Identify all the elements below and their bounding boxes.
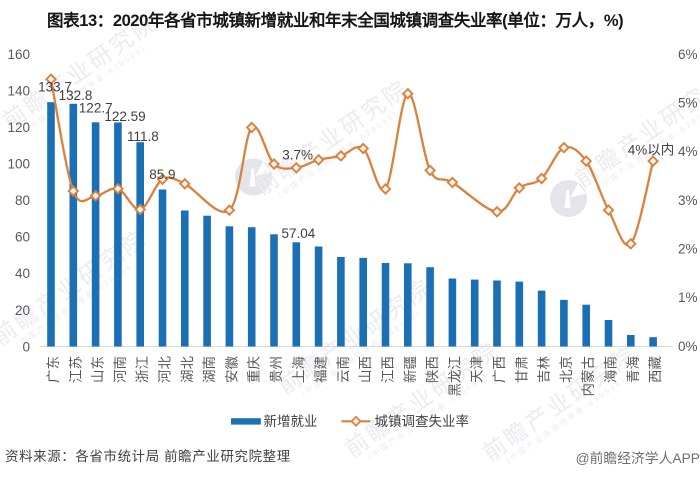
svg-text:贵州: 贵州 [269, 356, 284, 383]
svg-text:资料来源：各省市统计局 前瞻产业研究院整理: 资料来源：各省市统计局 前瞻产业研究院整理 [5, 448, 291, 464]
svg-text:广西: 广西 [492, 356, 507, 383]
svg-text:0: 0 [22, 339, 30, 354]
svg-text:40: 40 [15, 266, 30, 281]
svg-text:甘肃: 甘肃 [514, 356, 529, 383]
svg-text:云南: 云南 [336, 356, 351, 383]
svg-text:青海: 青海 [626, 356, 641, 383]
svg-text:60: 60 [15, 230, 30, 245]
svg-text:上海: 上海 [291, 356, 306, 383]
svg-text:4%以内: 4%以内 [628, 143, 675, 158]
svg-text:福建: 福建 [314, 356, 329, 383]
svg-text:广东: 广东 [46, 356, 61, 383]
svg-text:内蒙古: 内蒙古 [581, 356, 596, 397]
svg-text:80: 80 [15, 193, 30, 208]
svg-text:3.7%: 3.7% [282, 148, 313, 163]
svg-text:湖南: 湖南 [202, 356, 217, 383]
svg-text:57.04: 57.04 [282, 226, 316, 241]
svg-text:黑龙江: 黑龙江 [447, 356, 462, 397]
svg-text:湖北: 湖北 [180, 356, 195, 383]
svg-text:100: 100 [7, 157, 30, 172]
svg-text:160: 160 [7, 47, 30, 62]
svg-text:陕西: 陕西 [425, 356, 440, 383]
svg-text:图表13：2020年各省市城镇新增就业和年末全国城镇调查失业: 图表13：2020年各省市城镇新增就业和年末全国城镇调查失业率(单位：万人，%) [47, 10, 623, 30]
svg-text:122.59: 122.59 [104, 109, 145, 124]
svg-text:城镇调查失业率: 城镇调查失业率 [375, 413, 470, 429]
svg-text:吉林: 吉林 [537, 356, 552, 384]
svg-text:4%: 4% [678, 144, 698, 159]
svg-text:安徽: 安徽 [224, 356, 239, 383]
svg-text:85.9: 85.9 [149, 167, 175, 182]
svg-text:新疆: 新疆 [403, 356, 418, 383]
svg-text:132.8: 132.8 [59, 88, 93, 103]
svg-text:140: 140 [7, 84, 30, 99]
svg-text:120: 120 [7, 120, 30, 135]
svg-text:河北: 河北 [158, 356, 173, 383]
svg-text:133.7: 133.7 [38, 80, 72, 95]
svg-text:0%: 0% [678, 339, 698, 354]
svg-text:6%: 6% [678, 47, 698, 62]
svg-text:山东: 山东 [91, 356, 106, 383]
svg-text:111.8: 111.8 [127, 129, 159, 144]
svg-text:1%: 1% [678, 290, 698, 305]
svg-text:北京: 北京 [559, 356, 574, 383]
svg-text:天津: 天津 [470, 356, 485, 383]
svg-text:新增就业: 新增就业 [264, 414, 318, 429]
svg-text:江西: 江西 [381, 356, 396, 383]
svg-text:江苏: 江苏 [68, 356, 83, 383]
svg-text:20: 20 [15, 303, 30, 318]
svg-text:2%: 2% [678, 242, 698, 257]
svg-text:海南: 海南 [604, 356, 619, 383]
svg-text:@前瞻经济学人APP: @前瞻经济学人APP [576, 450, 700, 466]
svg-text:122.7: 122.7 [79, 100, 113, 115]
svg-text:西藏: 西藏 [648, 356, 663, 384]
svg-text:5%: 5% [678, 96, 698, 111]
svg-text:山西: 山西 [358, 356, 373, 383]
svg-text:3%: 3% [678, 193, 698, 208]
svg-text:重庆: 重庆 [247, 356, 262, 383]
svg-text:浙江: 浙江 [135, 356, 150, 383]
svg-text:河南: 河南 [113, 356, 128, 383]
